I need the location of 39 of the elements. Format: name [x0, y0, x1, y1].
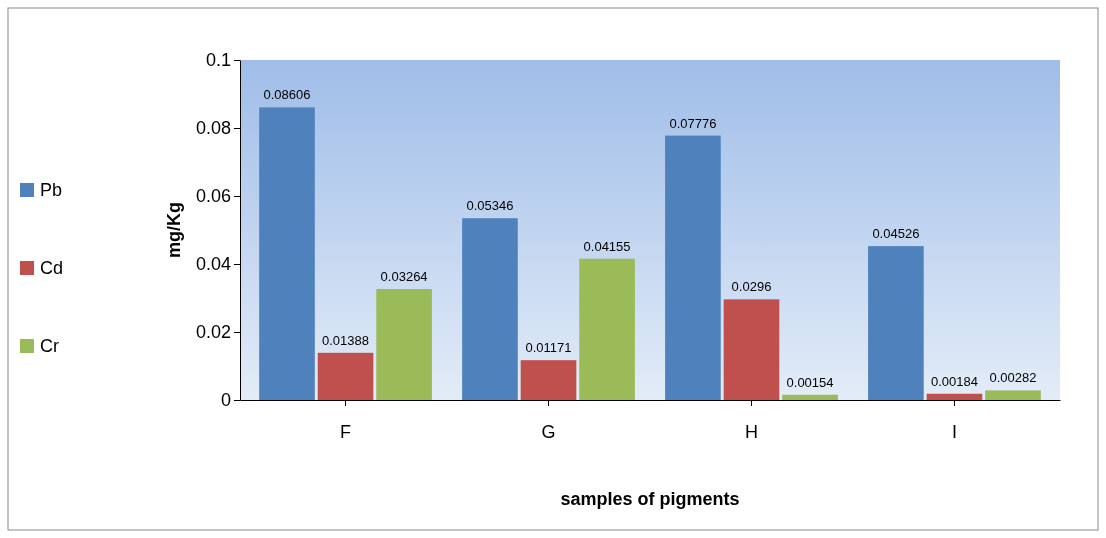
- data-label: 0.07776: [669, 115, 717, 131]
- bar: [317, 352, 374, 400]
- x-tick-label: H: [744, 421, 758, 442]
- bar: [259, 107, 315, 400]
- bar: [868, 246, 924, 400]
- y-tick-label: 0.04: [195, 254, 231, 275]
- y-tick-label: 0.1: [205, 50, 231, 71]
- data-label: 0.01388: [322, 332, 370, 348]
- data-label: 0.01171: [525, 340, 572, 356]
- data-label: 0.0296: [731, 279, 772, 295]
- data-label: 0.05346: [466, 198, 514, 214]
- x-axis-title: samples of pigments: [560, 489, 740, 509]
- y-axis-title: mg/Kg: [164, 202, 184, 258]
- legend-label: Pb: [40, 180, 63, 200]
- legend-label: Cr: [40, 336, 59, 356]
- data-label: 0.08606: [263, 87, 311, 103]
- bar: [579, 258, 635, 400]
- data-label: 0.03264: [380, 269, 428, 285]
- data-label: 0.00184: [930, 373, 978, 389]
- data-label: 0.04526: [872, 226, 920, 242]
- data-label: 0.00282: [989, 370, 1037, 386]
- bar: [665, 135, 721, 400]
- x-tick-label: G: [541, 421, 556, 442]
- y-tick-label: 0.02: [195, 322, 231, 343]
- data-label: 0.04155: [583, 238, 631, 254]
- data-label: 0.00154: [786, 374, 834, 390]
- y-tick-label: 0.06: [195, 186, 231, 207]
- bar: [520, 360, 577, 400]
- legend-label: Cd: [40, 258, 64, 278]
- bar: [782, 394, 838, 400]
- bar: [462, 218, 518, 400]
- bar: [723, 299, 780, 400]
- x-tick-label: F: [340, 421, 352, 442]
- x-tick-label: I: [951, 421, 957, 442]
- bar: [926, 393, 983, 400]
- y-tick-label: 0: [220, 390, 231, 411]
- bar: [376, 289, 432, 400]
- bar: [985, 390, 1041, 400]
- y-tick-label: 0.08: [195, 118, 231, 139]
